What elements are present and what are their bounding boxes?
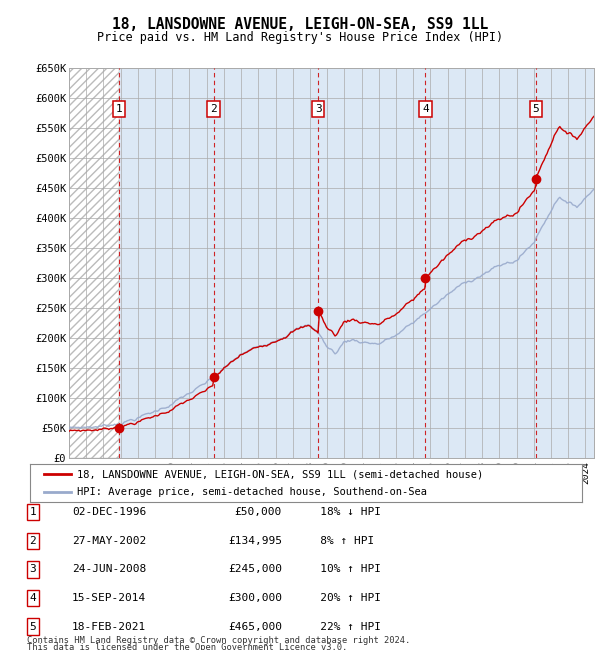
Text: 1: 1 <box>116 104 122 114</box>
Text: £300,000: £300,000 <box>228 593 282 603</box>
Text: HPI: Average price, semi-detached house, Southend-on-Sea: HPI: Average price, semi-detached house,… <box>77 487 427 497</box>
Text: 2: 2 <box>210 104 217 114</box>
Text: 4: 4 <box>29 593 37 603</box>
Text: 2: 2 <box>29 536 37 546</box>
Text: 10% ↑ HPI: 10% ↑ HPI <box>300 564 381 575</box>
Bar <box>69 68 119 458</box>
Text: 27-MAY-2002: 27-MAY-2002 <box>72 536 146 546</box>
Text: 18-FEB-2021: 18-FEB-2021 <box>72 621 146 632</box>
Text: Contains HM Land Registry data © Crown copyright and database right 2024.: Contains HM Land Registry data © Crown c… <box>27 636 410 645</box>
Text: 3: 3 <box>315 104 322 114</box>
Text: 18, LANSDOWNE AVENUE, LEIGH-ON-SEA, SS9 1LL: 18, LANSDOWNE AVENUE, LEIGH-ON-SEA, SS9 … <box>112 16 488 32</box>
Text: 18% ↓ HPI: 18% ↓ HPI <box>300 507 381 517</box>
Text: 20% ↑ HPI: 20% ↑ HPI <box>300 593 381 603</box>
Bar <box>69 68 119 458</box>
Text: 18, LANSDOWNE AVENUE, LEIGH-ON-SEA, SS9 1LL (semi-detached house): 18, LANSDOWNE AVENUE, LEIGH-ON-SEA, SS9 … <box>77 469 483 479</box>
Text: 1: 1 <box>29 507 37 517</box>
Text: 5: 5 <box>29 621 37 632</box>
Text: 4: 4 <box>422 104 429 114</box>
Text: £465,000: £465,000 <box>228 621 282 632</box>
Text: 8% ↑ HPI: 8% ↑ HPI <box>300 536 374 546</box>
Text: 22% ↑ HPI: 22% ↑ HPI <box>300 621 381 632</box>
Text: 15-SEP-2014: 15-SEP-2014 <box>72 593 146 603</box>
Text: £50,000: £50,000 <box>235 507 282 517</box>
Text: £245,000: £245,000 <box>228 564 282 575</box>
Text: £134,995: £134,995 <box>228 536 282 546</box>
Text: Price paid vs. HM Land Registry's House Price Index (HPI): Price paid vs. HM Land Registry's House … <box>97 31 503 44</box>
Text: 02-DEC-1996: 02-DEC-1996 <box>72 507 146 517</box>
Text: 24-JUN-2008: 24-JUN-2008 <box>72 564 146 575</box>
Text: 3: 3 <box>29 564 37 575</box>
Text: This data is licensed under the Open Government Licence v3.0.: This data is licensed under the Open Gov… <box>27 643 347 650</box>
Text: 5: 5 <box>532 104 539 114</box>
